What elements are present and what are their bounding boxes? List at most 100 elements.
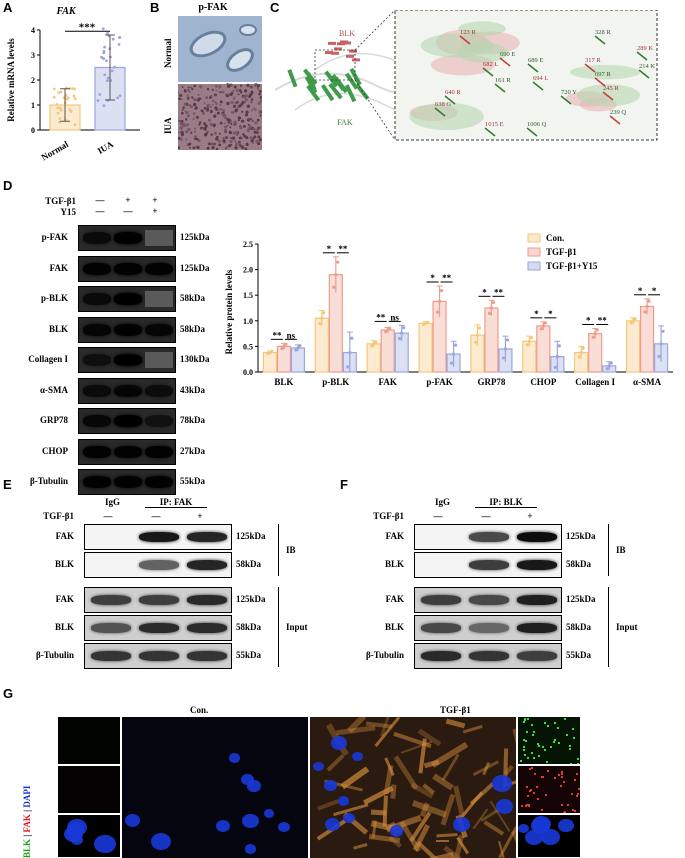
label-fak-protein: FAK xyxy=(337,118,353,127)
residue-label: 689 E xyxy=(528,57,543,64)
input-label: Input xyxy=(286,622,308,632)
panel-d-significance: ns xyxy=(287,330,296,340)
ihc-stain-dot xyxy=(254,108,257,111)
ihc-stain-dot xyxy=(245,113,249,117)
coip-row-label: β-Tubulin xyxy=(36,650,74,660)
treatment-label: TGF-β1 xyxy=(45,196,76,206)
panel-a-point xyxy=(103,45,107,49)
panel-d-point xyxy=(503,347,508,351)
fak-helix xyxy=(349,67,362,86)
ihc-stain-dot xyxy=(259,98,262,103)
panel-a-point xyxy=(113,65,116,69)
blk-strand xyxy=(331,51,339,55)
ihc-stain-dot xyxy=(219,104,222,107)
ihc-stain-dot xyxy=(235,142,238,145)
ihc-stain-dot xyxy=(234,139,237,142)
blot-band xyxy=(83,476,111,488)
panel-d-ytick-label: 2.5 xyxy=(243,240,253,249)
blk-signal xyxy=(526,757,529,760)
ihc-stain-dot xyxy=(183,89,187,92)
ihc-stain-dot xyxy=(220,108,223,111)
coip-row-label: FAK xyxy=(385,594,404,604)
panel-d-point xyxy=(475,333,480,337)
panel-d-bar xyxy=(639,305,655,373)
blk-signal xyxy=(543,749,546,752)
blot-band xyxy=(83,262,111,275)
panel-d-point xyxy=(577,355,581,359)
residue-label: 694 L xyxy=(533,75,548,82)
ihc-stain-dot xyxy=(255,128,258,131)
fak-signal xyxy=(525,805,528,808)
ihc-stain-dot xyxy=(214,106,218,110)
panel-g-condition-con: Con. xyxy=(190,705,209,715)
ihc-stain-dot xyxy=(182,122,186,126)
panel-d-significance: * xyxy=(652,286,657,296)
ihc-stain-dot xyxy=(230,111,234,114)
blot-band xyxy=(114,232,142,244)
panel-d-significance: ** xyxy=(494,287,504,297)
ihc-stain-dot xyxy=(190,131,193,134)
coip-band xyxy=(421,651,461,661)
ihc-stain-dot xyxy=(257,135,261,139)
ihc-stain-dot xyxy=(235,108,239,112)
coip-row-label: BLK xyxy=(384,559,404,569)
ihc-stain-dot xyxy=(218,132,221,135)
coip-kda: 55kDa xyxy=(566,650,592,660)
blk-signal xyxy=(553,739,556,742)
ihc-stain-dot xyxy=(233,120,237,124)
treatment-mark: + xyxy=(152,195,158,205)
blk-signal xyxy=(546,760,549,763)
ihc-stain-dot xyxy=(214,101,217,104)
panel-d-point xyxy=(477,326,482,330)
blk-strand xyxy=(334,47,342,51)
panel-label-e: E xyxy=(3,477,12,492)
ihc-stain-dot xyxy=(241,119,245,123)
residue-label: 1015 E xyxy=(485,121,504,128)
blk-strand xyxy=(337,42,345,46)
ihc-stain-dot xyxy=(209,96,212,99)
coip-row-label: FAK xyxy=(55,594,74,604)
ihc-stain-dot xyxy=(246,129,250,133)
ihc-stain-dot xyxy=(244,147,248,150)
residue-stick xyxy=(594,35,606,45)
panel-a-ytick-label: 1 xyxy=(31,101,35,110)
nucleus xyxy=(343,812,356,824)
panel-d-point xyxy=(400,331,404,335)
panel-d-point xyxy=(270,349,274,354)
panel-a-point xyxy=(106,31,109,35)
panel-a-point xyxy=(65,97,69,101)
panel-d-significance: * xyxy=(534,309,539,319)
panel-d-point xyxy=(336,260,340,264)
fak-signal xyxy=(525,803,528,806)
if-con-fak xyxy=(58,766,120,813)
panel-a-point xyxy=(58,117,62,120)
legend-entry: TGF-β1+Y15 xyxy=(546,261,598,271)
blot-band xyxy=(145,476,173,488)
ihc-iua-image xyxy=(178,84,262,150)
panel-a-point xyxy=(101,27,105,31)
ihc-stain-dot xyxy=(254,121,258,125)
fak-signal xyxy=(527,803,530,806)
ihc-stain-dot xyxy=(233,85,237,89)
ihc-stain-dot xyxy=(232,136,236,140)
ihc-stain-dot xyxy=(258,90,262,93)
residue-stick xyxy=(638,69,650,79)
panel-d-bar xyxy=(418,322,433,373)
ihc-stain-dot xyxy=(201,126,204,129)
panel-a-point xyxy=(117,43,121,46)
panel-d-point xyxy=(332,285,336,289)
ihc-stain-dot xyxy=(210,142,214,146)
ib-bracket xyxy=(608,524,615,576)
ihc-stain-dot xyxy=(193,85,196,88)
ihc-stain-dot xyxy=(178,91,180,94)
coip-band xyxy=(139,651,179,661)
ihc-stain-dot xyxy=(193,127,197,130)
ihc-stain-dot xyxy=(211,146,215,150)
panel-a-point xyxy=(102,51,106,55)
ihc-stain-dot xyxy=(183,102,187,106)
blk-signal xyxy=(565,733,568,736)
blk-signal xyxy=(533,756,536,759)
blk-signal xyxy=(527,717,530,720)
panel-a-point xyxy=(111,37,115,41)
